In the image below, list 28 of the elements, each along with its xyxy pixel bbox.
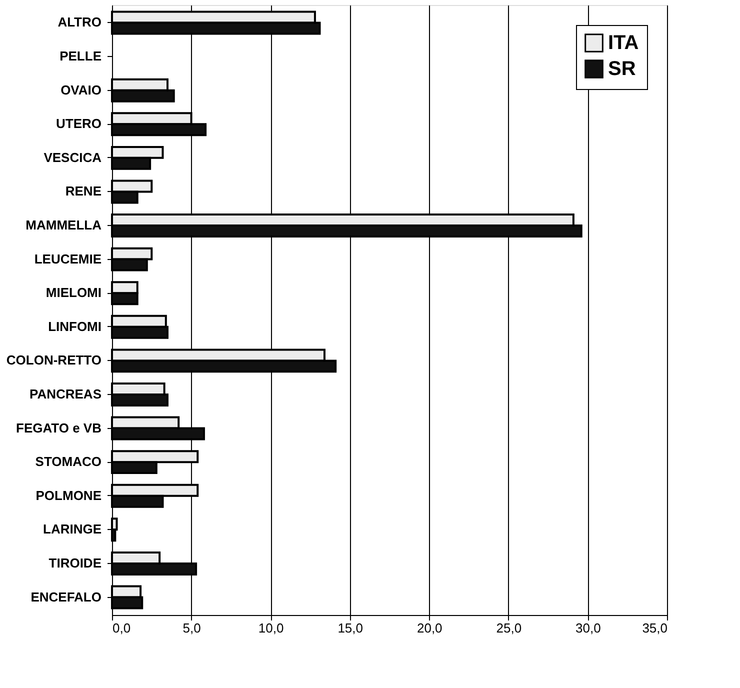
y-tick-label: LINFOMI [48,318,102,334]
y-tick-label: COLON-RETTO [6,352,102,368]
y-tick-label: UTERO [56,116,102,132]
legend-label: ITA [608,32,639,54]
y-tick-label: RENE [65,184,102,199]
y-tick-label: TIROIDE [48,555,102,570]
y-tick-label: STOMACO [35,454,102,470]
legend-label: SR [608,58,636,80]
x-tick-label: 25,0 [496,620,522,636]
y-tick-label: PELLE [60,48,102,64]
x-tick-label: 10,0 [258,620,284,636]
x-tick-label: 20,0 [416,620,442,636]
x-tick-label: 30,0 [576,620,601,636]
x-tick-label: 0,0 [112,620,131,636]
x-tick-label: 15,0 [338,620,364,636]
y-tick-label: MIELOMI [46,285,102,300]
x-tick-label: 35,0 [642,620,668,636]
y-tick-label: VESCICA [44,150,102,165]
x-tick-label: 5,0 [182,620,201,636]
y-tick-label: LARINGE [43,522,102,537]
y-tick-label: ALTRO [58,14,102,30]
y-tick-label: POLMONE [36,488,102,503]
y-tick-label: ENCEFALO [30,589,102,604]
y-tick-label: MAMMELLA [26,218,102,233]
y-tick-label: LEUCEMIE [34,251,102,266]
y-tick-label: OVAIO [60,82,102,98]
y-tick-label: FEGATO e VB [16,420,102,436]
y-tick-label: PANCREAS [30,386,102,402]
